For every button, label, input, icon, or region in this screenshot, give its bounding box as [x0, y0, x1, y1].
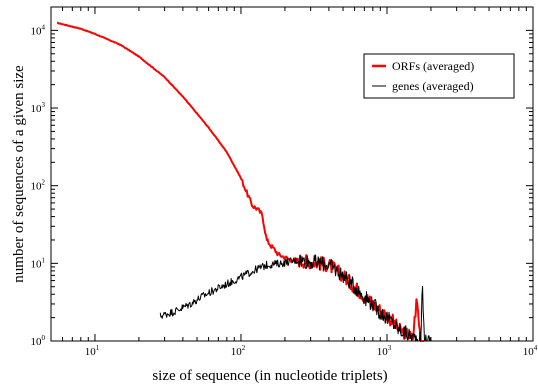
y-axis-title: number of sequences of a given size — [11, 65, 27, 283]
x-axis-title: size of sequence (in nucleotide triplets… — [152, 368, 387, 384]
axes-ticks — [50, 6, 534, 342]
legend-label-orfs: ORFs (averaged) — [392, 59, 474, 73]
legend-label-genes: genes (averaged) — [392, 79, 474, 93]
y-tick-label: 101 — [31, 256, 46, 270]
legend: ORFs (averaged) genes (averaged) — [363, 53, 515, 99]
y-tick-label: 103 — [31, 101, 46, 115]
x-tick-label: 101 — [85, 344, 100, 358]
x-tick-label: 104 — [523, 344, 538, 358]
series-lines — [56, 21, 432, 342]
y-tick-label: 102 — [31, 179, 46, 193]
x-tick-label: 103 — [377, 344, 392, 358]
series-line-genes — [159, 254, 432, 342]
legend-box — [363, 53, 515, 99]
x-tick-label: 102 — [231, 344, 246, 358]
y-tick-label: 104 — [31, 23, 46, 37]
y-tick-label: 100 — [31, 334, 46, 348]
tick-labels: 101 102 103 104 100 101 102 103 104 — [31, 23, 538, 358]
